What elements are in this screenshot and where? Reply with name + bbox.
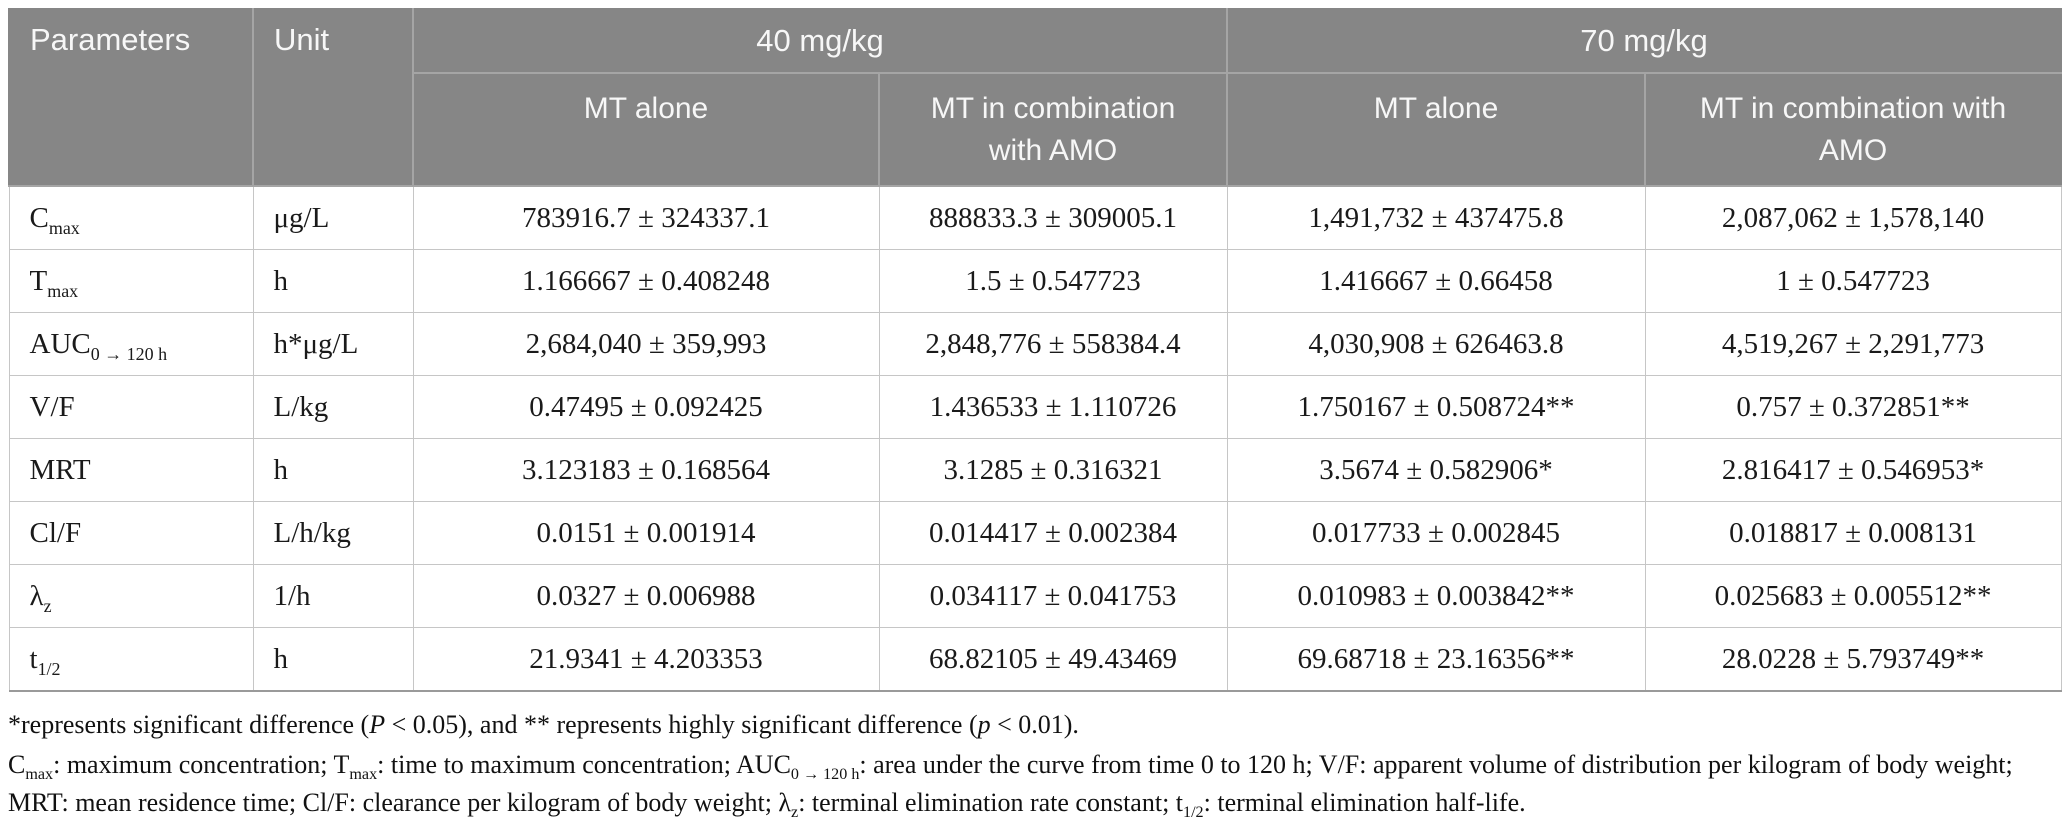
header-40-mt-combination: MT in combination with AMO bbox=[877, 72, 1229, 187]
unit-cell: L/kg bbox=[252, 375, 414, 439]
unit-cell: L/h/kg bbox=[252, 501, 414, 565]
value-cell: 1.436533 ± 1.110726 bbox=[878, 375, 1228, 439]
value-cell: 783916.7 ± 324337.1 bbox=[412, 185, 880, 250]
unit-cell: h bbox=[252, 627, 414, 692]
param-cell: t1/2 bbox=[8, 627, 254, 692]
unit-cell: h bbox=[252, 438, 414, 502]
header-group-row: Parameters Unit 40 mg/kg 70 mg/kg bbox=[8, 8, 2063, 187]
value-cell: 1 ± 0.547723 bbox=[1644, 249, 2062, 313]
table-row-vf: V/F L/kg 0.47495 ± 0.092425 1.436533 ± 1… bbox=[8, 375, 2062, 439]
value-cell: 1.750167 ± 0.508724** bbox=[1226, 375, 1646, 439]
pharmacokinetics-table: Parameters Unit 40 mg/kg 70 mg/kg MT alo… bbox=[8, 8, 2063, 692]
value-cell: 0.0151 ± 0.001914 bbox=[412, 501, 880, 565]
table-row-lambda-z: λz 1/h 0.0327 ± 0.006988 0.034117 ± 0.04… bbox=[8, 564, 2062, 628]
table-row-clf: Cl/F L/h/kg 0.0151 ± 0.001914 0.014417 ±… bbox=[8, 501, 2062, 565]
value-cell: 0.47495 ± 0.092425 bbox=[412, 375, 880, 439]
value-cell: 3.5674 ± 0.582906* bbox=[1226, 438, 1646, 502]
header-group-70mgkg: 70 mg/kg bbox=[1226, 8, 2063, 74]
param-cell: V/F bbox=[8, 375, 254, 439]
value-cell: 4,519,267 ± 2,291,773 bbox=[1644, 312, 2062, 376]
header-70-mt-combination: MT in combination with AMO bbox=[1644, 72, 2063, 187]
unit-cell: 1/h bbox=[252, 564, 414, 628]
value-cell: 4,030,908 ± 626463.8 bbox=[1226, 312, 1646, 376]
table-row-thalf: t1/2 h 21.9341 ± 4.203353 68.82105 ± 49.… bbox=[8, 627, 2062, 692]
value-cell: 0.0327 ± 0.006988 bbox=[412, 564, 880, 628]
value-cell: 0.018817 ± 0.008131 bbox=[1644, 501, 2062, 565]
param-cell: MRT bbox=[8, 438, 254, 502]
table-row-cmax: Cmax μg/L 783916.7 ± 324337.1 888833.3 ±… bbox=[8, 185, 2062, 250]
table-body: Cmax μg/L 783916.7 ± 324337.1 888833.3 ±… bbox=[8, 185, 2062, 692]
value-cell: 1,491,732 ± 437475.8 bbox=[1226, 185, 1646, 250]
value-cell: 0.034117 ± 0.041753 bbox=[878, 564, 1228, 628]
unit-cell: h bbox=[252, 249, 414, 313]
param-cell: AUC0 → 120 h bbox=[8, 312, 254, 376]
header-unit: Unit bbox=[252, 8, 414, 187]
value-cell: 1.166667 ± 0.408248 bbox=[412, 249, 880, 313]
param-cell: λz bbox=[8, 564, 254, 628]
value-cell: 0.017733 ± 0.002845 bbox=[1226, 501, 1646, 565]
unit-cell: h*μg/L bbox=[252, 312, 414, 376]
value-cell: 0.025683 ± 0.005512** bbox=[1644, 564, 2062, 628]
value-cell: 2,087,062 ± 1,578,140 bbox=[1644, 185, 2062, 250]
value-cell: 0.014417 ± 0.002384 bbox=[878, 501, 1228, 565]
header-40-mt-alone: MT alone bbox=[412, 72, 880, 187]
param-cell: Cl/F bbox=[8, 501, 254, 565]
table-row-auc: AUC0 → 120 h h*μg/L 2,684,040 ± 359,993 … bbox=[8, 312, 2062, 376]
value-cell: 68.82105 ± 49.43469 bbox=[878, 627, 1228, 692]
value-cell: 1.5 ± 0.547723 bbox=[878, 249, 1228, 313]
footnote-abbreviations: Cmax: maximum concentration; Tmax: time … bbox=[8, 750, 2013, 822]
value-cell: 21.9341 ± 4.203353 bbox=[412, 627, 880, 692]
header-parameters: Parameters bbox=[8, 8, 254, 187]
value-cell: 0.010983 ± 0.003842** bbox=[1226, 564, 1646, 628]
footnote-significance: *represents significant difference (P < … bbox=[8, 710, 1079, 739]
value-cell: 69.68718 ± 23.16356** bbox=[1226, 627, 1646, 692]
value-cell: 28.0228 ± 5.793749** bbox=[1644, 627, 2062, 692]
table-row-tmax: Tmax h 1.166667 ± 0.408248 1.5 ± 0.54772… bbox=[8, 249, 2062, 313]
header-sub-row: MT alone MT in combination with AMO MT a… bbox=[9, 72, 2063, 187]
value-cell: 2,848,776 ± 558384.4 bbox=[878, 312, 1228, 376]
value-cell: 888833.3 ± 309005.1 bbox=[878, 185, 1228, 250]
value-cell: 0.757 ± 0.372851** bbox=[1644, 375, 2062, 439]
value-cell: 1.416667 ± 0.66458 bbox=[1226, 249, 1646, 313]
table-row-mrt: MRT h 3.123183 ± 0.168564 3.1285 ± 0.316… bbox=[8, 438, 2062, 502]
param-cell: Cmax bbox=[8, 185, 254, 250]
header-group-40mgkg: 40 mg/kg bbox=[411, 8, 1229, 74]
value-cell: 2.816417 ± 0.546953* bbox=[1644, 438, 2062, 502]
value-cell: 3.123183 ± 0.168564 bbox=[412, 438, 880, 502]
table-footnotes: *represents significant difference (P < … bbox=[8, 706, 2060, 822]
value-cell: 3.1285 ± 0.316321 bbox=[878, 438, 1228, 502]
table-header: Parameters Unit 40 mg/kg 70 mg/kg MT alo… bbox=[8, 8, 2063, 187]
value-cell: 2,684,040 ± 359,993 bbox=[412, 312, 880, 376]
unit-cell: μg/L bbox=[252, 185, 414, 250]
param-cell: Tmax bbox=[8, 249, 254, 313]
header-70-mt-alone: MT alone bbox=[1226, 72, 1647, 187]
